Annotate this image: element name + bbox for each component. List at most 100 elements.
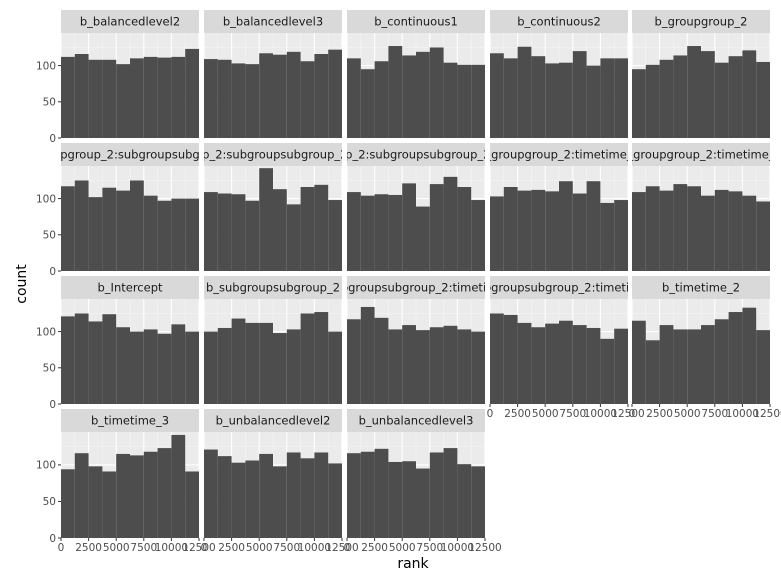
histogram-bar — [714, 319, 729, 404]
histogram-bar — [614, 200, 628, 271]
histogram-bar — [490, 53, 504, 138]
histogram-bar — [300, 313, 315, 404]
histogram-bar — [328, 331, 342, 404]
histogram-bar — [701, 51, 715, 138]
x-tick-label: 7500 — [130, 542, 157, 554]
facet-strip — [490, 10, 628, 33]
x-tick-label: 12500 — [325, 542, 358, 554]
histogram-bar — [360, 306, 375, 404]
histogram-bar — [632, 320, 646, 404]
facet-strip-label: b_timetime_3 — [91, 414, 169, 428]
histogram-bar — [157, 448, 172, 538]
histogram-bar — [259, 53, 273, 138]
histogram-bar — [130, 455, 144, 538]
histogram-bar — [471, 466, 485, 538]
histogram-bar — [273, 189, 287, 271]
histogram-bar — [374, 61, 389, 138]
x-tick-label: 10000 — [584, 408, 617, 420]
histogram-bar — [88, 197, 103, 271]
facet-panel: b_unbalancedlevel2 0 2500 5000 7500100001250… — [201, 409, 359, 554]
x-tick-label: 7500 — [416, 542, 443, 554]
x-tick-label: 0 — [344, 542, 351, 554]
histogram-bar — [347, 192, 361, 271]
facet-strip — [61, 10, 199, 33]
histogram-bar — [102, 314, 117, 404]
x-tick-label: 12500 — [611, 408, 644, 420]
histogram-bar — [116, 64, 130, 138]
histogram-bar — [204, 449, 218, 538]
y-axis-title: count — [14, 264, 30, 304]
histogram-bar — [102, 59, 117, 138]
histogram-bar — [559, 62, 573, 139]
histogram-bar — [429, 327, 444, 404]
histogram-bar — [471, 64, 485, 138]
histogram-bar — [286, 452, 301, 538]
histogram-bar — [286, 329, 301, 404]
histogram-bar — [116, 453, 130, 538]
y-tick-label: 0 — [49, 266, 56, 278]
histogram-bar — [157, 333, 172, 404]
histogram-bar — [130, 331, 144, 404]
facet-strip — [632, 276, 770, 299]
histogram-bar — [503, 314, 518, 404]
x-tick-label: 2500 — [361, 542, 388, 554]
histogram-bar — [545, 63, 559, 139]
histogram-bar — [286, 204, 301, 271]
histogram-bar — [632, 192, 646, 271]
histogram-bar — [130, 58, 144, 138]
facet-strip-label: b_continuous2 — [517, 15, 601, 29]
facet-strip-label: b_unbalancedlevel3 — [359, 414, 474, 428]
histogram-bar — [728, 191, 743, 271]
histogram-bar — [673, 184, 688, 271]
facet-strip — [204, 276, 342, 299]
facet-strip-label: b_Intercept — [98, 281, 163, 295]
histogram-bar — [559, 181, 573, 271]
histogram-bar — [490, 196, 504, 271]
histogram-bar — [531, 327, 546, 404]
facet-strip — [347, 276, 485, 299]
y-tick-label: 100 — [36, 326, 56, 338]
y-tick-label: 100 — [36, 60, 56, 72]
facet-strip-label: b_groupgroup_2:timetime_2 — [478, 148, 640, 162]
histogram-bar — [171, 434, 186, 538]
facet-strip — [61, 276, 199, 299]
y-tick-label: 0 — [49, 533, 56, 545]
facet-panel: b_balancedlevel3 — [203, 10, 343, 139]
histogram-bar — [388, 194, 403, 271]
histogram-bar — [245, 460, 260, 538]
facet-panel: b_subgroupsubgroup_2 — [203, 276, 343, 405]
y-tick-label: 0 — [49, 399, 56, 411]
facet-panel: b_groupgroup_2 — [631, 10, 771, 139]
histogram-bar — [632, 69, 646, 138]
histogram-bar — [314, 312, 329, 404]
histogram-bar — [185, 48, 199, 139]
y-tick-label: 50 — [43, 363, 56, 375]
histogram-bar — [157, 200, 172, 271]
facet-panel: b_continuous2 — [489, 10, 629, 139]
histogram-bar — [231, 462, 246, 538]
histogram-bar — [673, 329, 688, 404]
histogram-bar — [259, 322, 273, 404]
histogram-bar — [457, 464, 472, 538]
x-tick-label: 2500 — [218, 542, 245, 554]
histogram-bar — [171, 56, 186, 138]
histogram-bar — [130, 180, 144, 271]
x-tick-label: 5000 — [389, 542, 416, 554]
facet-panel: b_subgroupsubgroup_2:timetime_2 — [346, 276, 486, 405]
histogram-bar — [742, 307, 757, 404]
x-tick-label: 5000 — [532, 408, 559, 420]
histogram-bar — [204, 192, 218, 271]
facet-strip-label: b_timetime_2 — [662, 281, 740, 295]
histogram-bar — [645, 340, 660, 404]
histogram-bar — [429, 184, 444, 271]
histogram-bar — [328, 200, 342, 271]
histogram-bar — [273, 466, 287, 538]
histogram-bar — [204, 59, 218, 138]
histogram-bar — [531, 56, 546, 139]
histogram-bar — [143, 451, 158, 538]
histogram-bar — [742, 195, 757, 271]
histogram-bar — [490, 313, 504, 404]
histogram-bar — [61, 469, 75, 538]
histogram-bar — [471, 331, 485, 404]
